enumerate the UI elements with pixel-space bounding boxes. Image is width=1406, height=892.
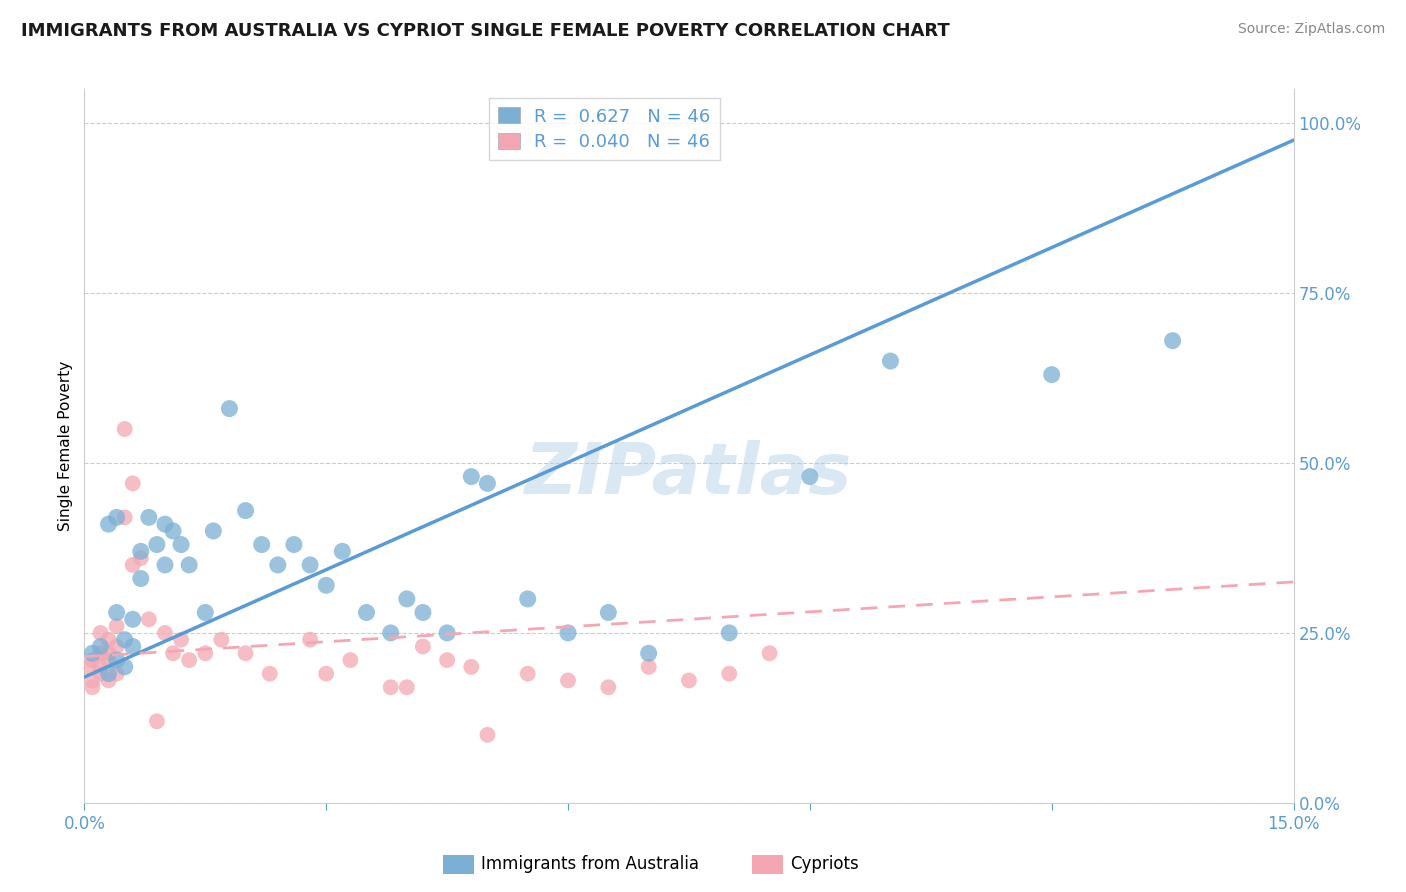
Point [121,558,143,572]
Point [380,626,402,640]
Point [477,728,499,742]
Point [436,653,458,667]
Point [89,626,111,640]
Point [460,660,482,674]
Point [235,646,257,660]
Point [718,626,741,640]
Point [315,666,337,681]
Point [267,558,290,572]
Point [799,469,821,483]
Point [598,680,620,694]
Point [105,666,128,681]
Point [82,646,104,660]
Point [138,510,160,524]
Point [82,680,104,694]
Point [146,714,169,729]
Point [114,510,136,524]
Point [412,640,434,654]
Point [97,517,120,532]
Point [209,632,232,647]
Point [146,537,169,551]
Point [283,537,305,551]
Point [758,646,780,660]
Point [879,354,901,368]
Point [299,632,322,647]
Point [395,680,418,694]
Point [1161,334,1184,348]
Point [105,653,128,667]
Point [82,673,104,688]
Point [678,673,700,688]
Text: IMMIGRANTS FROM AUSTRALIA VS CYPRIOT SINGLE FEMALE POVERTY CORRELATION CHART: IMMIGRANTS FROM AUSTRALIA VS CYPRIOT SIN… [21,22,950,40]
Point [179,653,201,667]
Text: Cypriots: Cypriots [790,855,859,873]
Point [170,632,193,647]
Point [250,537,273,551]
Point [299,558,322,572]
Point [170,537,193,551]
Point [97,632,120,647]
Point [129,544,152,558]
Point [557,673,579,688]
Point [97,666,120,681]
Point [477,476,499,491]
Point [436,626,458,640]
Point [339,653,361,667]
Point [114,660,136,674]
Point [259,666,281,681]
Point [598,606,620,620]
Point [179,558,201,572]
Point [1040,368,1063,382]
Point [557,626,579,640]
Point [162,646,184,660]
Point [121,612,143,626]
Point [395,591,418,606]
Point [356,606,378,620]
Text: Immigrants from Australia: Immigrants from Australia [481,855,699,873]
Text: ZIPatlas: ZIPatlas [526,440,852,509]
Point [330,544,353,558]
Point [129,572,152,586]
Point [82,653,104,667]
Point [380,680,402,694]
Point [460,469,482,483]
Text: Source: ZipAtlas.com: Source: ZipAtlas.com [1237,22,1385,37]
Point [718,666,741,681]
Point [121,640,143,654]
Point [114,632,136,647]
Point [105,510,128,524]
Point [516,591,538,606]
Point [153,517,176,532]
Point [89,640,111,654]
Y-axis label: Single Female Poverty: Single Female Poverty [58,361,73,531]
Point [121,476,143,491]
Point [235,503,257,517]
Point [516,666,538,681]
Point [105,606,128,620]
Legend: R =  0.627   N = 46, R =  0.040   N = 46: R = 0.627 N = 46, R = 0.040 N = 46 [489,98,720,160]
Point [97,653,120,667]
Point [194,646,217,660]
Point [153,558,176,572]
Point [97,646,120,660]
Point [105,619,128,633]
Point [412,606,434,620]
Point [89,646,111,660]
Point [105,640,128,654]
Point [89,666,111,681]
Point [138,612,160,626]
Point [89,660,111,674]
Point [218,401,240,416]
Point [114,422,136,436]
Point [129,551,152,566]
Point [77,660,100,674]
Point [153,626,176,640]
Point [637,646,659,660]
Point [315,578,337,592]
Point [97,673,120,688]
Point [637,660,659,674]
Point [162,524,184,538]
Point [194,606,217,620]
Point [202,524,225,538]
